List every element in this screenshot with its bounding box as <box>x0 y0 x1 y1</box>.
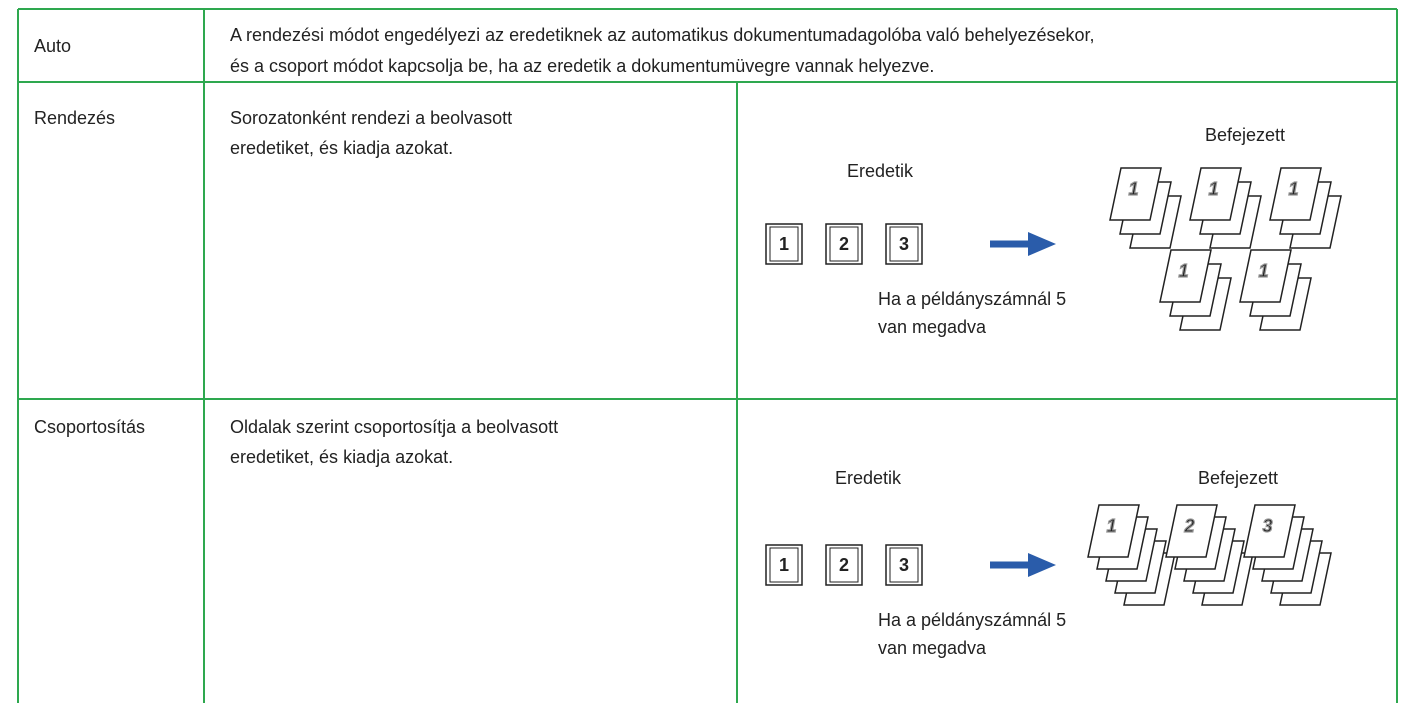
row-description: A rendezési módot engedélyezi az eredeti… <box>230 25 1095 45</box>
original-page-inner <box>829 226 859 262</box>
original-page-inner <box>889 547 919 583</box>
page-number: 3 <box>1262 516 1272 536</box>
original-page-inner <box>889 226 919 262</box>
finished-page <box>1159 249 1212 303</box>
note: Ha a példányszámnál 5 <box>878 289 1066 309</box>
finished-label: Befejezett <box>1205 125 1285 145</box>
page-number: 1 <box>1128 179 1138 199</box>
row-description: Sorozatonként rendezi a beolvasott <box>230 108 512 128</box>
arrow-head <box>1028 232 1056 256</box>
original-number: 1 <box>779 555 789 575</box>
original-page <box>765 544 803 586</box>
row-label: Rendezés <box>34 108 115 128</box>
page-number: 1 <box>1288 179 1298 199</box>
row-description: eredetiket, és kiadja azokat. <box>230 138 453 158</box>
original-number: 1 <box>779 234 789 254</box>
original-page-inner <box>769 547 799 583</box>
finished-page <box>1087 504 1140 558</box>
original-page-inner <box>769 226 799 262</box>
page-number: 1 <box>1106 516 1116 536</box>
original-number: 3 <box>899 234 909 254</box>
note: Ha a példányszámnál 5 <box>878 610 1066 630</box>
finished-page <box>1239 249 1292 303</box>
note: van megadva <box>878 638 987 658</box>
original-number: 3 <box>899 555 909 575</box>
note: van megadva <box>878 317 987 337</box>
finished-label: Befejezett <box>1198 468 1278 488</box>
finished-page <box>1269 167 1322 221</box>
finished-page <box>1165 504 1218 558</box>
row-description: eredetiket, és kiadja azokat. <box>230 447 453 467</box>
original-page <box>885 544 923 586</box>
original-page <box>885 223 923 265</box>
original-page <box>825 544 863 586</box>
page-number: 1 <box>1178 261 1188 281</box>
original-page <box>765 223 803 265</box>
finished-page <box>1189 167 1242 221</box>
arrow-head <box>1028 553 1056 577</box>
row-description: Oldalak szerint csoportosítja a beolvaso… <box>230 417 558 437</box>
original-page <box>825 223 863 265</box>
originals-label: Eredetik <box>847 161 914 181</box>
originals-label: Eredetik <box>835 468 902 488</box>
row-description: és a csoport módot kapcsolja be, ha az e… <box>230 56 934 76</box>
original-number: 2 <box>839 234 849 254</box>
original-page-inner <box>829 547 859 583</box>
finished-page <box>1243 504 1296 558</box>
page-number: 1 <box>1258 261 1268 281</box>
page-number: 1 <box>1208 179 1218 199</box>
original-number: 2 <box>839 555 849 575</box>
row-label: Auto <box>34 36 71 56</box>
page-number: 2 <box>1183 516 1194 536</box>
finished-page <box>1109 167 1162 221</box>
row-label: Csoportosítás <box>34 417 145 437</box>
